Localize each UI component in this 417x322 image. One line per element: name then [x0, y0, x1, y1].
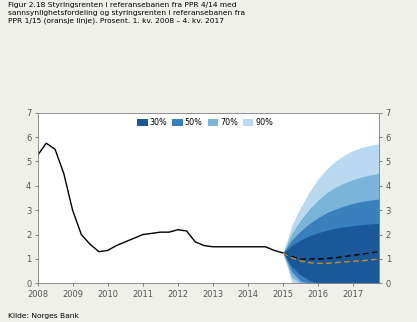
Legend: 30%, 50%, 70%, 90%: 30%, 50%, 70%, 90% — [137, 118, 273, 128]
Text: Figur 2.18 Styringsrenten i referansebanen fra PPR 4/14 med
sannsynlighetsfordel: Figur 2.18 Styringsrenten i referanseban… — [8, 2, 245, 24]
Text: Kilde: Norges Bank: Kilde: Norges Bank — [8, 313, 79, 319]
